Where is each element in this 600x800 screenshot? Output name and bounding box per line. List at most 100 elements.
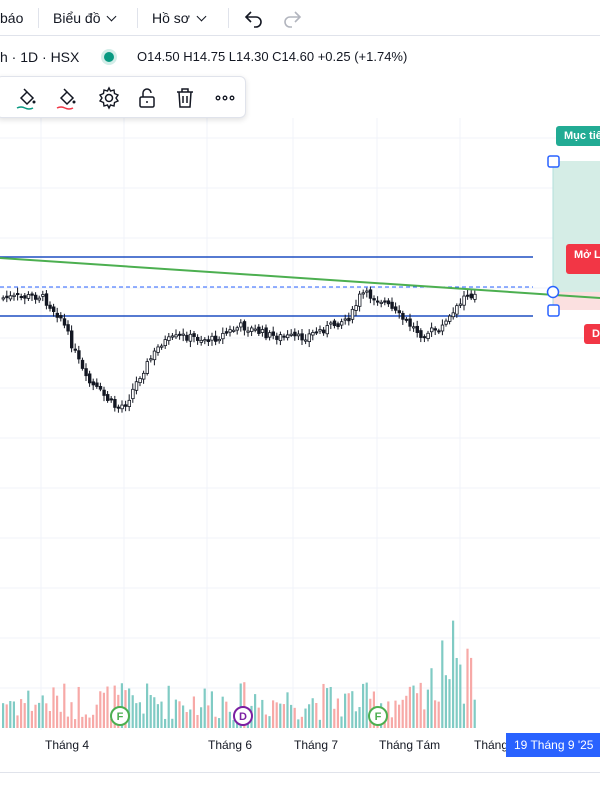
- candle-body: [372, 298, 376, 301]
- trend-line[interactable]: [0, 257, 600, 299]
- candle-body: [282, 335, 286, 338]
- volume-bar: [434, 700, 437, 728]
- candle-body: [361, 292, 365, 295]
- volume-bar: [214, 716, 217, 728]
- volume-bar: [135, 703, 138, 728]
- undo-icon[interactable]: [242, 6, 266, 30]
- chevron-down-icon: [196, 11, 207, 22]
- candle-body: [451, 312, 455, 318]
- candle-body: [257, 326, 261, 334]
- candle-body: [444, 320, 448, 325]
- candle-body: [95, 382, 99, 387]
- candle-body: [275, 335, 279, 340]
- ohlc-values: O14.50 H14.75 L14.30 C14.60 +0.25 (+1.74…: [137, 49, 408, 64]
- symbol-info[interactable]: h · 1D · HSX: [0, 49, 80, 65]
- event-marker-f[interactable]: F: [110, 706, 130, 726]
- volume-bar: [470, 657, 473, 728]
- volume-bar: [92, 714, 95, 728]
- time-axis[interactable]: Tháng 4 Tháng 6 Tháng 7 Tháng Tám Tháng: [0, 730, 600, 760]
- alerts-button[interactable]: báo: [0, 10, 24, 26]
- volume-bar: [268, 716, 271, 728]
- volume-bar: [239, 683, 242, 728]
- target-label[interactable]: Mục tiê: [556, 126, 600, 146]
- chart-pane[interactable]: F D F: [0, 118, 600, 730]
- volume-bar: [416, 693, 419, 728]
- volume-bar: [333, 708, 336, 728]
- volume-bar: [437, 701, 440, 728]
- volume-bar: [30, 710, 33, 728]
- entry-handle[interactable]: [546, 285, 560, 299]
- candle-body: [336, 323, 340, 327]
- volume-bar: [286, 692, 289, 728]
- event-marker-f[interactable]: F: [368, 706, 388, 726]
- open-position-label[interactable]: Mở L: [566, 244, 600, 274]
- lock-open-icon[interactable]: [135, 86, 159, 110]
- volume-bar: [300, 716, 303, 728]
- candle-body: [1, 297, 5, 300]
- volume-bar: [178, 701, 181, 728]
- volume-bar: [146, 683, 149, 728]
- volume-bar: [448, 679, 451, 728]
- volume-bar: [466, 648, 469, 728]
- candle-body: [311, 332, 315, 336]
- trash-icon[interactable]: [173, 86, 197, 110]
- redo-icon[interactable]: [280, 6, 304, 30]
- volume-bar: [12, 701, 15, 728]
- volume-bar: [102, 692, 105, 728]
- candle-body: [339, 321, 344, 326]
- volume-bar: [153, 697, 156, 728]
- volume-bar: [77, 686, 80, 728]
- volume-bar: [293, 707, 296, 728]
- candle-body: [102, 389, 106, 396]
- volume-bar: [318, 719, 321, 728]
- top-toolbar: báo Biểu đồ Hồ sơ: [0, 0, 600, 36]
- candle-body: [62, 318, 67, 326]
- candle-body: [170, 335, 175, 338]
- candle-body: [206, 339, 211, 342]
- candle-body: [383, 300, 387, 303]
- candle-body: [167, 336, 171, 341]
- crosshair-date-label: 19 Tháng 9 '25: [506, 733, 600, 757]
- volume-bar: [45, 703, 48, 728]
- paint-bucket-icon[interactable]: [55, 86, 79, 110]
- candle-body: [332, 320, 337, 327]
- volume-bar: [2, 703, 5, 728]
- volume-bar: [189, 709, 192, 728]
- candle-body: [447, 315, 452, 322]
- candle-body: [300, 333, 304, 341]
- chart-canvas[interactable]: F D F: [0, 118, 600, 730]
- volume-bar: [81, 716, 84, 728]
- volume-bar: [210, 691, 213, 728]
- profile-menu-button[interactable]: Hồ sơ: [152, 0, 207, 36]
- gear-icon[interactable]: [97, 86, 121, 110]
- target-handle[interactable]: [547, 155, 560, 168]
- candle-body: [343, 318, 347, 321]
- paint-bucket-icon[interactable]: [15, 86, 39, 110]
- volume-bar: [398, 704, 401, 728]
- stop-handle[interactable]: [547, 304, 560, 317]
- candle-body: [350, 308, 355, 320]
- toolbar-divider: [38, 8, 39, 28]
- candle-body: [217, 338, 221, 342]
- candle-body: [239, 322, 243, 328]
- candle-body: [393, 306, 398, 311]
- candle-body: [8, 295, 13, 300]
- more-icon[interactable]: [213, 86, 237, 110]
- candle-body: [145, 361, 149, 374]
- candle-body: [15, 293, 20, 296]
- candle-body: [88, 373, 92, 384]
- volume-bar: [66, 716, 69, 728]
- volume-bar: [322, 683, 325, 728]
- volume-bar: [257, 707, 260, 728]
- candle-body: [411, 326, 416, 329]
- candle-body: [163, 339, 167, 347]
- time-tick-label: Tháng: [474, 738, 509, 752]
- candle-body: [289, 333, 293, 336]
- time-tick-label: Tháng 6: [208, 738, 253, 752]
- volume-bar: [106, 686, 109, 728]
- chart-menu-button[interactable]: Biểu đồ: [53, 0, 117, 36]
- stop-label[interactable]: D: [584, 324, 600, 344]
- candle-body: [329, 322, 333, 325]
- event-marker-d[interactable]: D: [233, 706, 253, 726]
- volume-bar: [59, 711, 62, 728]
